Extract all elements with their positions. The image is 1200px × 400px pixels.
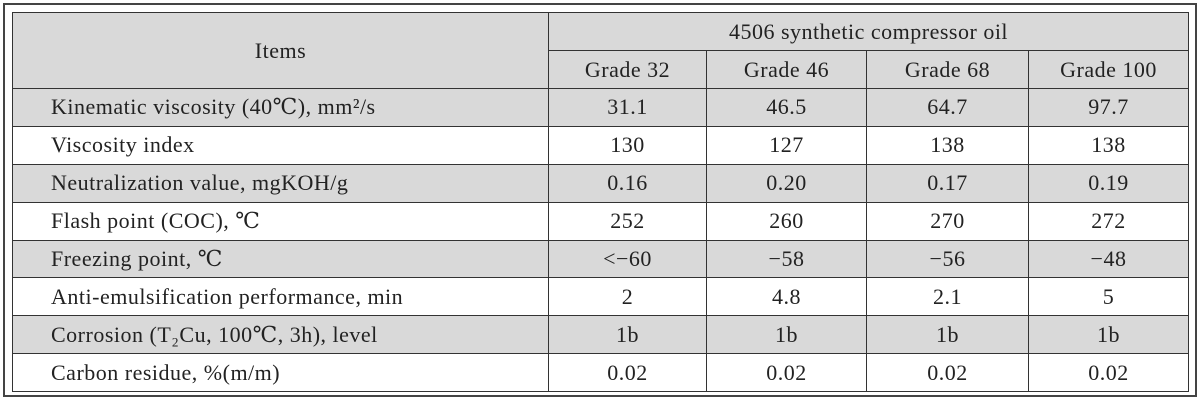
grade-header: Grade 46	[706, 50, 867, 89]
table-row: Viscosity index 130 127 138 138	[12, 125, 1190, 165]
value-cell: 127	[706, 125, 867, 165]
item-cell: Freezing point, ℃	[12, 239, 549, 279]
table-row: Kinematic viscosity (40℃), mm²/s 31.1 46.5…	[12, 88, 1190, 127]
group-header: 4506 synthetic compressor oil	[547, 12, 1190, 51]
value-cell: 272	[1027, 201, 1190, 241]
value-cell: −56	[866, 239, 1029, 279]
value-cell: 0.20	[706, 163, 867, 203]
value-cell: 138	[866, 125, 1029, 165]
value-cell: 31.1	[548, 88, 707, 127]
value-cell: 1b	[1027, 315, 1190, 355]
grade-header: Grade 32	[548, 50, 707, 89]
table-body: Kinematic viscosity (40℃), mm²/s 31.1 46.5…	[12, 88, 1190, 392]
grade-header: Grade 68	[866, 50, 1029, 89]
item-cell: Carbon residue, %(m/m)	[12, 353, 549, 392]
value-cell: 2	[548, 277, 707, 317]
value-cell: 64.7	[866, 88, 1029, 127]
value-cell: 138	[1027, 125, 1190, 165]
table-row: Neutralization value, mgKOH/g 0.16 0.20 0.1…	[12, 163, 1190, 203]
value-cell: 0.02	[548, 353, 707, 392]
value-cell: 252	[548, 201, 707, 241]
items-header: Items	[12, 12, 549, 89]
value-cell: 270	[866, 201, 1029, 241]
value-cell: 0.02	[706, 353, 867, 392]
value-cell: 5	[1027, 277, 1190, 317]
value-cell: 2.1	[866, 277, 1029, 317]
value-cell: 0.02	[1027, 353, 1190, 392]
item-cell: Flash point (COC), ℃	[12, 201, 549, 241]
table-row: Anti-emulsification performance, min 2 4.8…	[12, 277, 1190, 317]
table-row: Corrosion (T₂Cu, 100℃, 3h), level 1b 1b 1b 1…	[12, 315, 1190, 355]
value-cell: 1b	[548, 315, 707, 355]
value-cell: 1b	[706, 315, 867, 355]
value-cell: 0.16	[548, 163, 707, 203]
value-cell: 46.5	[706, 88, 867, 127]
table-row: Flash point (COC), ℃ 252 260 270 272	[12, 201, 1190, 241]
value-cell: 130	[548, 125, 707, 165]
table-row: Carbon residue, %(m/m) 0.02 0.02 0.02 0.02	[12, 353, 1190, 392]
value-cell: 260	[706, 201, 867, 241]
data-table: Items 4506 synthetic compressor oil Grad…	[12, 12, 1190, 392]
item-cell: Neutralization value, mgKOH/g	[12, 163, 549, 203]
value-cell: <−60	[548, 239, 707, 279]
header-row: Grade 32 Grade 46 Grade 68 Grade 100	[13, 50, 1190, 89]
value-cell: 1b	[866, 315, 1029, 355]
value-cell: 0.17	[866, 163, 1029, 203]
value-cell: 97.7	[1027, 88, 1190, 127]
grade-header: Grade 100	[1027, 50, 1190, 89]
value-cell: −58	[706, 239, 867, 279]
frame	[3, 3, 1197, 397]
item-cell: Kinematic viscosity (40℃), mm²/s	[12, 88, 549, 127]
table-row: Freezing point, ℃ <−60 −58 −56 −48	[12, 239, 1190, 279]
value-cell: −48	[1027, 239, 1190, 279]
item-cell: Viscosity index	[12, 125, 549, 165]
header-row: Items 4506 synthetic compressor oil	[12, 12, 1190, 89]
item-cell: Corrosion (T₂Cu, 100℃, 3h), level	[12, 315, 549, 355]
value-cell: 0.02	[866, 353, 1029, 392]
value-cell: 0.19	[1027, 163, 1190, 203]
item-cell: Anti-emulsification performance, min	[12, 277, 549, 317]
table-header: Items 4506 synthetic compressor oil Grad…	[12, 12, 1190, 89]
value-cell: 4.8	[706, 277, 867, 317]
